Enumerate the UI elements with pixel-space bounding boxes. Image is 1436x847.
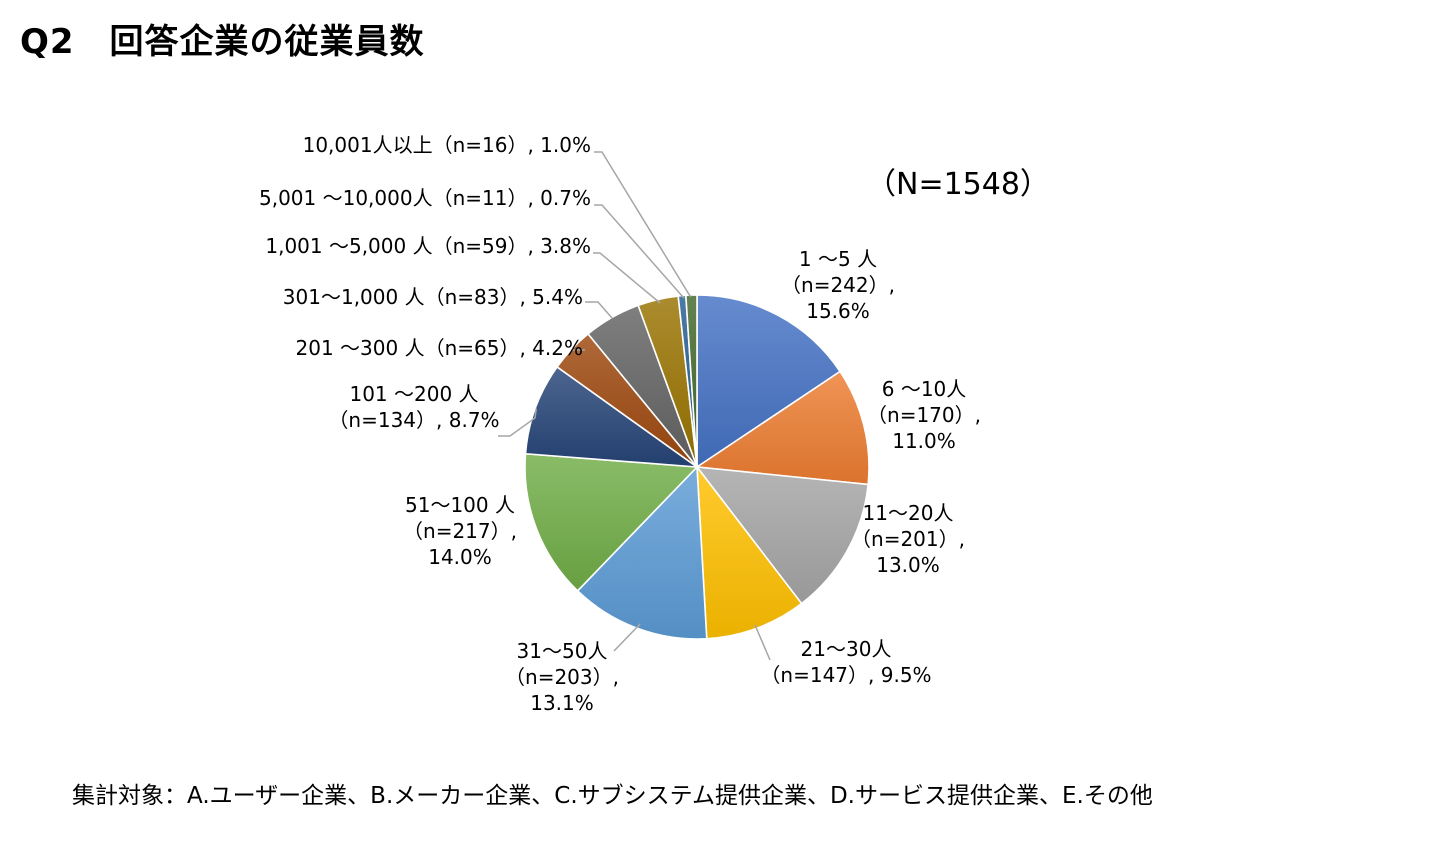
total-count-label: （N=1548）	[866, 167, 1050, 202]
data-labels: 1 ～5 人（n=242）, 15.6%6 ～10人（n=170）, 11.0%11…	[259, 133, 981, 715]
leader-lines	[498, 151, 771, 661]
slice-data-label-line: 51～100 人	[405, 493, 515, 517]
pie-slice	[684, 294, 698, 468]
slice-data-label-line: 11.0%	[892, 429, 956, 453]
survey-scope-note: 集計対象：A.ユーザー企業、B.メーカー企業、C.サブシステム提供企業、D.サー…	[72, 783, 1153, 809]
pie-slice	[524, 452, 699, 592]
pie-slice	[695, 466, 869, 605]
slice-data-label-line: 5,001 ～10,000人（n=11）, 0.7%	[259, 186, 591, 210]
pie-slice	[576, 465, 708, 640]
slice-data-label-line: 10,001人以上（n=16）, 1.0%	[303, 133, 591, 157]
slice-data-label-line: 15.6%	[806, 299, 870, 323]
slice-data-label-line: （n=201）,	[851, 527, 965, 551]
slice-data-label-line: 13.1%	[530, 691, 594, 715]
slice-data-label: 1,001 ～5,000 人（n=59）, 3.8%	[265, 234, 591, 258]
pie-slice	[694, 370, 870, 486]
slice-data-label-line: （n=217）,	[403, 519, 517, 543]
slice-data-label-line: 6 ～10人	[882, 377, 967, 401]
slice-data-label: 11～20人（n=201）, 13.0%	[851, 501, 965, 577]
slice-data-label-line: （n=242）,	[781, 273, 895, 297]
slice-data-label: 21～30人（n=147）, 9.5%	[760, 637, 931, 687]
slice-data-label: 101 ～200 人（n=134）, 8.7%	[328, 382, 499, 432]
slice-data-label-line: 13.0%	[876, 553, 940, 577]
slice-data-label-line: 201 ～300 人（n=65）, 4.2%	[296, 336, 583, 360]
page-title: Q2 回答企業の従業員数	[20, 22, 425, 62]
slice-data-label-line: 301～1,000 人（n=83）, 5.4%	[283, 285, 583, 309]
leader-line	[594, 204, 686, 299]
leader-line	[613, 623, 641, 652]
pie-slice	[524, 365, 700, 469]
slice-data-label: 201 ～300 人（n=65）, 4.2%	[296, 336, 583, 360]
leader-line	[585, 301, 613, 319]
slice-data-label: 6 ～10人（n=170）, 11.0%	[867, 377, 981, 453]
slice-data-label: 51～100 人（n=217）, 14.0%	[403, 493, 517, 569]
leader-line	[754, 624, 771, 661]
slice-data-label: 301～1,000 人（n=83）, 5.4%	[283, 285, 583, 309]
slice-data-label-line: 11～20人	[863, 501, 954, 525]
slice-data-label: 1 ～5 人（n=242）, 15.6%	[781, 247, 895, 323]
slice-data-label-line: 1,001 ～5,000 人（n=59）, 3.8%	[265, 234, 591, 258]
slice-data-label-line: 101 ～200 人	[349, 382, 478, 406]
slice-data-label-line: 21～30人	[801, 637, 892, 661]
slice-data-label-line: 14.0%	[428, 545, 492, 569]
slice-data-label-line: （n=134）, 8.7%	[328, 408, 499, 432]
slice-data-label-line: 1 ～5 人	[799, 247, 877, 271]
slice-data-label: 5,001 ～10,000人（n=11）, 0.7%	[259, 186, 591, 210]
slice-data-label-line: （n=147）, 9.5%	[760, 663, 931, 687]
slice-data-label-line: 31～50人	[517, 639, 608, 663]
slice-data-label: 31～50人（n=203）, 13.1%	[505, 639, 619, 715]
leader-line	[594, 151, 692, 297]
leader-line	[498, 408, 538, 437]
slice-data-label: 10,001人以上（n=16）, 1.0%	[303, 133, 591, 157]
slice-data-label-line: （n=170）,	[867, 403, 981, 427]
pie-slice	[696, 294, 842, 469]
leader-line	[593, 252, 661, 304]
slice-data-label-line: （n=203）,	[505, 665, 619, 689]
